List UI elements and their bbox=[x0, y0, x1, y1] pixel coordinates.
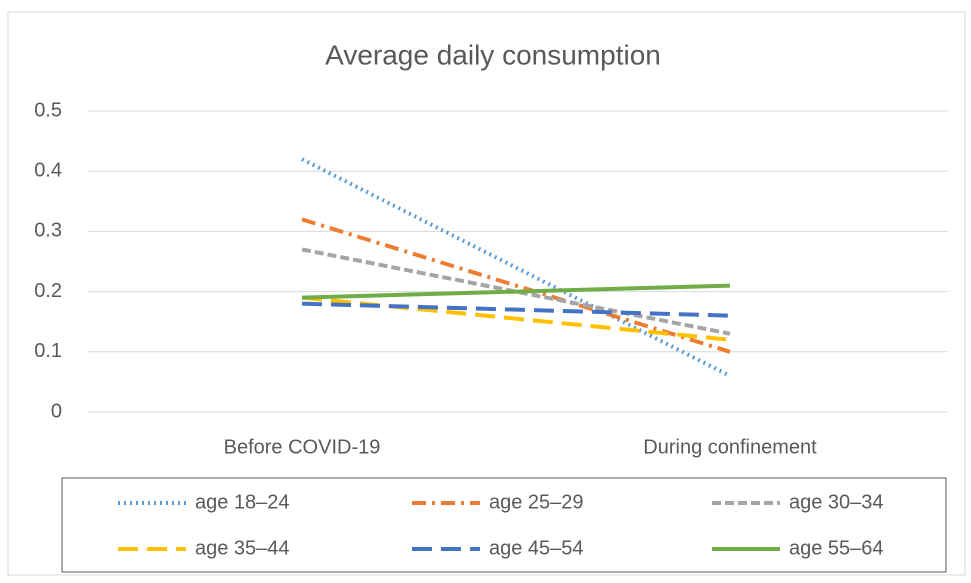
y-tick-label: 0.4 bbox=[34, 159, 62, 181]
x-tick-label: During confinement bbox=[643, 436, 817, 458]
y-tick-label: 0.5 bbox=[34, 99, 62, 121]
y-tick-label: 0.3 bbox=[34, 220, 62, 242]
series-line bbox=[301, 283, 731, 300]
legend-label: age 45–54 bbox=[489, 537, 584, 559]
y-tick-label: 0.1 bbox=[34, 340, 62, 362]
legend-label: age 55–64 bbox=[789, 537, 884, 559]
series-line bbox=[301, 247, 731, 336]
series-line bbox=[301, 157, 731, 378]
legend-label: age 35–44 bbox=[195, 537, 290, 559]
y-tick-label: 0 bbox=[51, 400, 62, 422]
x-tick-label: Before COVID-19 bbox=[224, 436, 381, 458]
y-tick-label: 0.2 bbox=[34, 280, 62, 302]
series-line bbox=[301, 301, 731, 318]
series-line bbox=[301, 217, 731, 354]
chart-title: Average daily consumption bbox=[325, 39, 661, 70]
legend-label: age 25–29 bbox=[489, 491, 584, 513]
legend-label: age 18–24 bbox=[195, 491, 290, 513]
legend-label: age 30–34 bbox=[789, 491, 884, 513]
legend-box bbox=[61, 477, 947, 573]
